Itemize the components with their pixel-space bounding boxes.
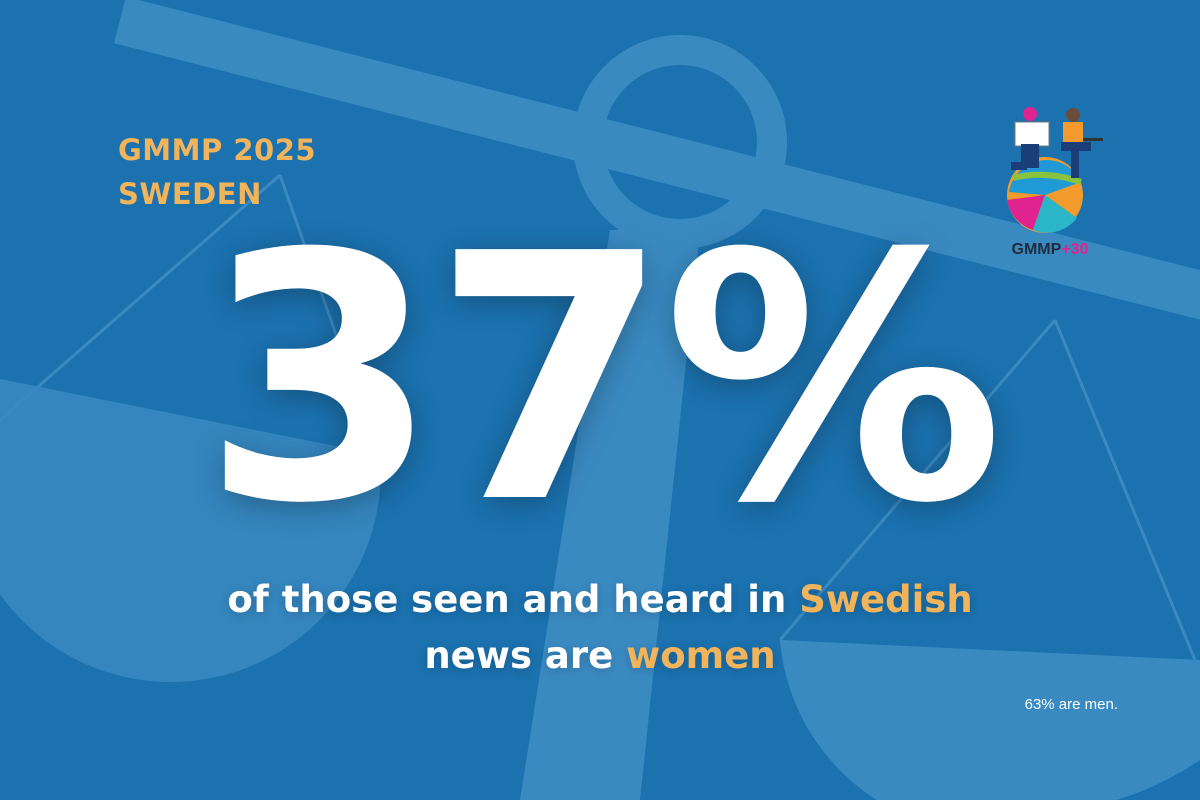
heading-line-1: GMMP 2025 [118, 133, 317, 167]
stat-caption: of those seen and heard in Swedish news … [0, 572, 1200, 684]
men-percentage-footnote: 63% are men. [1024, 696, 1118, 713]
caption-text-1: of those seen and heard in [227, 578, 800, 621]
caption-highlight-swedish: Swedish [799, 578, 973, 621]
report-heading: GMMP 2025 SWEDEN [118, 128, 316, 216]
gmmp-globe-people-icon [1007, 107, 1103, 233]
caption-highlight-women: women [626, 634, 776, 677]
women-percentage-stat: 37% [202, 182, 1004, 578]
heading-line-2: SWEDEN [118, 177, 262, 211]
caption-line-1: of those seen and heard in Swedish [0, 572, 1200, 628]
caption-text-2: news are [424, 634, 627, 677]
caption-line-2: news are women [0, 628, 1200, 684]
